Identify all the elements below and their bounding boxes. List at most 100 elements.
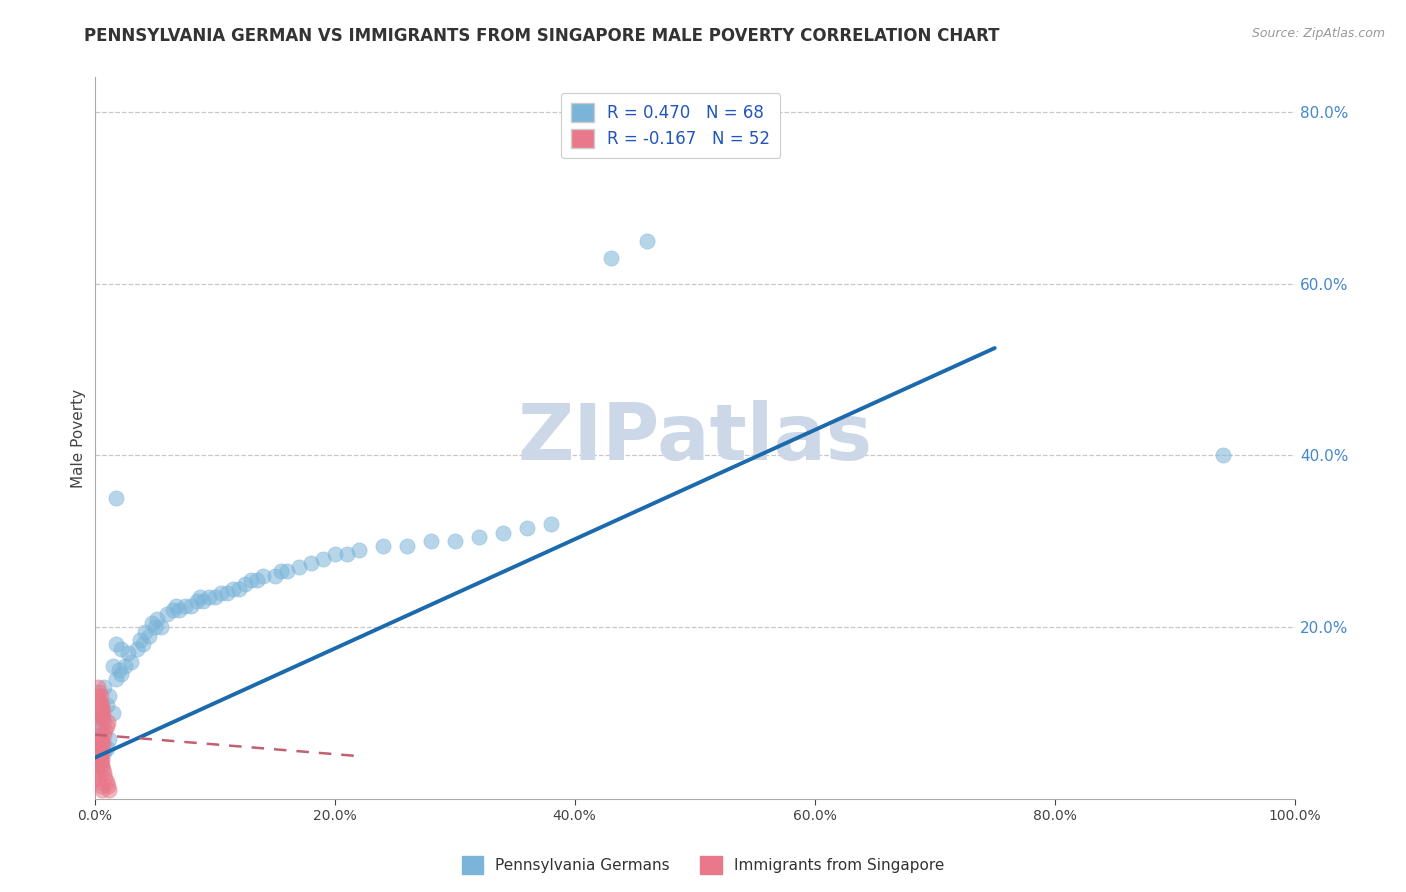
Point: [491, 525, 513, 540]
Point: [191, 594, 214, 608]
Point: [89, 740, 111, 755]
Point: [120, 655, 142, 669]
Point: [90, 783, 112, 797]
Point: [93, 766, 115, 780]
Point: [89, 693, 111, 707]
Point: [263, 568, 285, 582]
Point: [90, 723, 112, 738]
Point: [86, 757, 108, 772]
Point: [221, 582, 243, 596]
Point: [98, 783, 121, 797]
Point: [110, 641, 132, 656]
Point: [90, 757, 112, 772]
Point: [90, 702, 112, 716]
Point: [467, 530, 489, 544]
Point: [86, 740, 108, 755]
Point: [105, 637, 128, 651]
Point: [287, 560, 309, 574]
Point: [395, 539, 418, 553]
Point: [90, 702, 112, 716]
Legend: Pennsylvania Germans, Immigrants from Singapore: Pennsylvania Germans, Immigrants from Si…: [456, 850, 950, 880]
Point: [105, 491, 128, 506]
Point: [87, 749, 110, 764]
Point: [141, 615, 163, 630]
Point: [87, 681, 110, 695]
Point: [89, 684, 111, 698]
Point: [167, 603, 190, 617]
Point: [90, 757, 112, 772]
Point: [228, 582, 250, 596]
Point: [117, 646, 139, 660]
Point: [90, 698, 112, 712]
Point: [90, 749, 112, 764]
Point: [96, 698, 118, 712]
Point: [155, 607, 177, 622]
Text: Source: ZipAtlas.com: Source: ZipAtlas.com: [1251, 27, 1385, 40]
Point: [101, 706, 124, 721]
Point: [93, 681, 115, 695]
Point: [419, 534, 441, 549]
Point: [101, 659, 124, 673]
Point: [371, 539, 394, 553]
Point: [162, 603, 184, 617]
Point: [97, 779, 120, 793]
Point: [90, 698, 112, 712]
Point: [599, 251, 621, 265]
Point: [204, 590, 226, 604]
Point: [114, 659, 136, 673]
Point: [125, 641, 148, 656]
Point: [89, 728, 111, 742]
Point: [107, 663, 129, 677]
Point: [299, 556, 322, 570]
Point: [86, 693, 108, 707]
Point: [143, 620, 166, 634]
Point: [270, 565, 292, 579]
Point: [246, 573, 269, 587]
Point: [96, 775, 118, 789]
Point: [94, 771, 117, 785]
Point: [90, 736, 112, 750]
Point: [98, 731, 121, 746]
Point: [91, 706, 114, 721]
Point: [90, 731, 112, 746]
Point: [90, 710, 112, 724]
Point: [149, 620, 172, 634]
Point: [94, 723, 117, 738]
Point: [90, 779, 112, 793]
Point: [131, 637, 153, 651]
Text: ZIPatlas: ZIPatlas: [517, 401, 872, 476]
Point: [89, 749, 111, 764]
Point: [87, 745, 110, 759]
Point: [323, 547, 346, 561]
Point: [97, 714, 120, 729]
Legend: R = 0.470   N = 68, R = -0.167   N = 52: R = 0.470 N = 68, R = -0.167 N = 52: [561, 93, 780, 158]
Point: [138, 629, 160, 643]
Point: [90, 706, 112, 721]
Point: [91, 710, 114, 724]
Point: [90, 745, 112, 759]
Point: [239, 573, 262, 587]
Point: [215, 586, 238, 600]
Point: [89, 702, 111, 716]
Point: [90, 731, 112, 746]
Point: [87, 689, 110, 703]
Point: [87, 740, 110, 755]
Point: [90, 689, 112, 703]
Point: [1212, 449, 1234, 463]
Point: [443, 534, 465, 549]
Point: [165, 599, 187, 613]
Point: [252, 568, 274, 582]
Point: [87, 698, 110, 712]
Point: [87, 719, 110, 733]
Point: [91, 762, 114, 776]
Point: [93, 728, 115, 742]
Point: [209, 586, 232, 600]
Point: [105, 672, 128, 686]
Point: [90, 753, 112, 767]
Point: [93, 745, 115, 759]
Point: [86, 766, 108, 780]
Point: [89, 745, 111, 759]
Point: [146, 612, 169, 626]
Point: [96, 719, 118, 733]
Point: [197, 590, 219, 604]
